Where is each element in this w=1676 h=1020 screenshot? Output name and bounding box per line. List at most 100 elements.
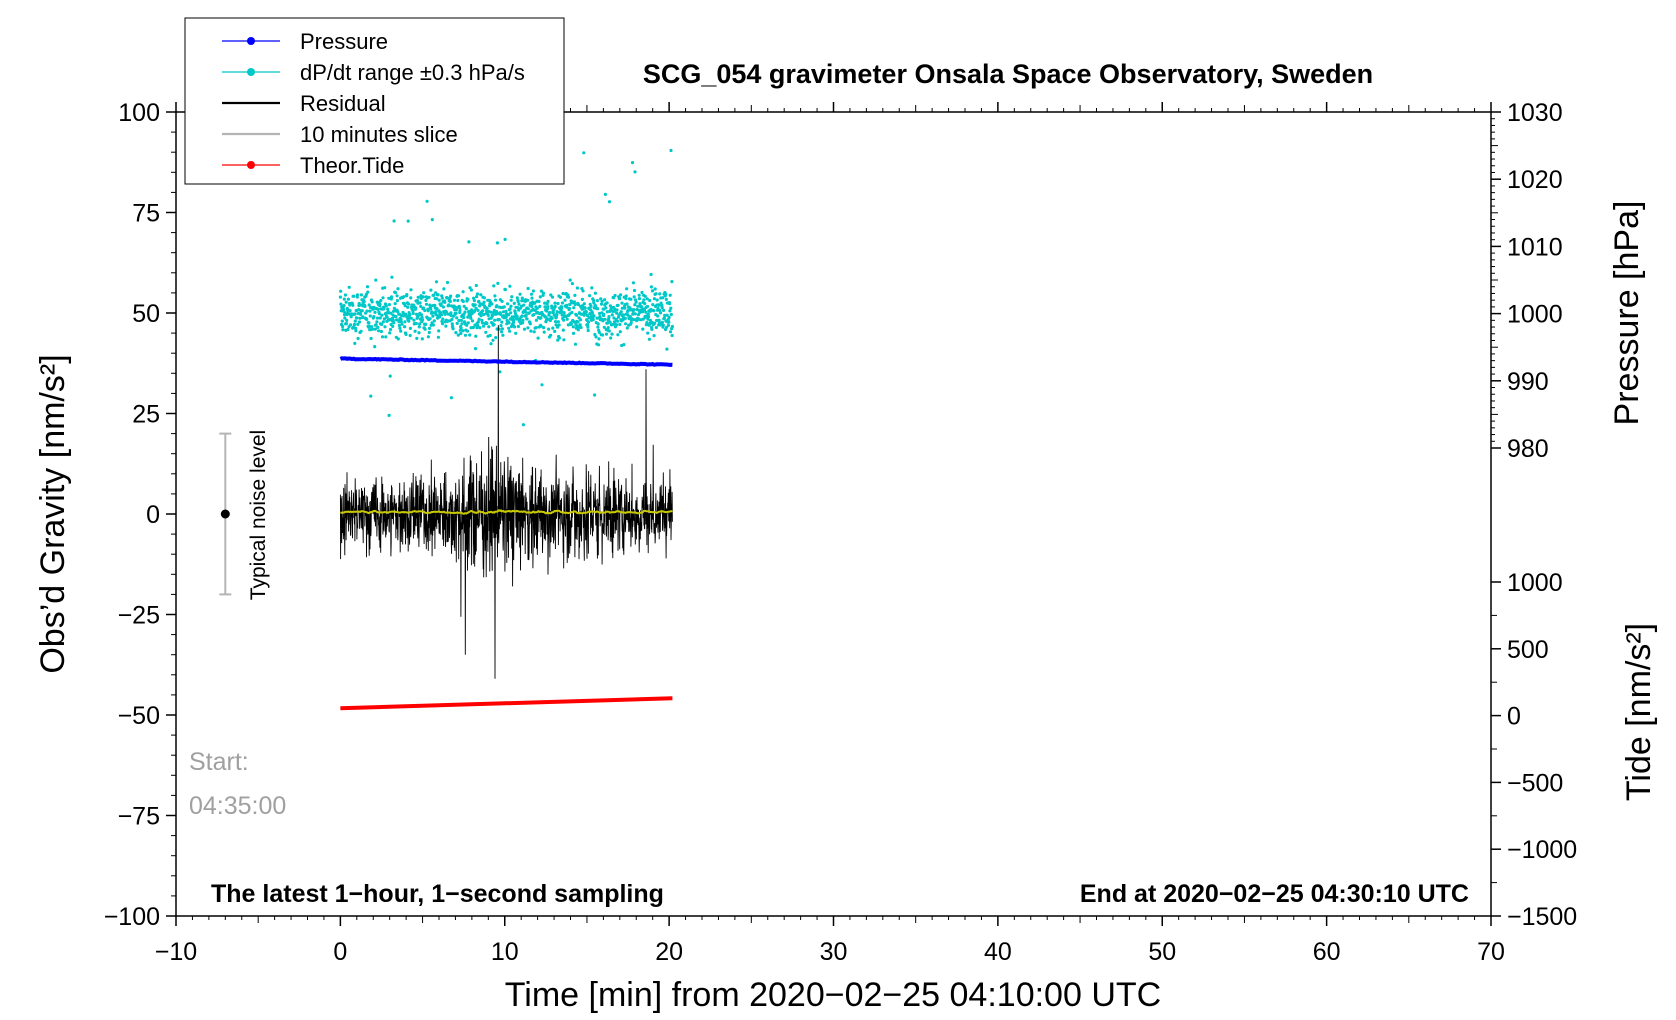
pressure-tick-label: 1020 [1507,166,1563,194]
dpdt-point [606,321,610,325]
tide-axis-label: Tide [nm/s²] [1620,623,1658,801]
dpdt-point [632,288,637,293]
legend-label: Residual [300,91,386,116]
dpdt-point [567,295,571,299]
dpdt-point [423,308,427,313]
dpdt-point [555,313,559,317]
pressure-tick-label: 1000 [1507,301,1563,329]
dpdt-point [353,312,357,316]
dpdt-point [474,306,478,310]
dpdt-point [389,311,393,315]
dpdt-point [424,298,428,302]
dpdt-point [606,326,610,330]
dpdt-point [380,313,384,317]
dpdt-point [562,318,566,322]
dpdt-point [635,325,639,329]
start-time: 04:35:00 [189,792,286,820]
dpdt-point [375,320,379,324]
dpdt-point [364,292,368,296]
dpdt-point [669,312,673,317]
dpdt-point [625,287,629,291]
noise-bar-center [220,509,230,519]
legend-marker [247,161,255,169]
y-left-tick-label: −75 [118,803,160,831]
dpdt-point [616,303,620,307]
dpdt-point [415,336,419,340]
dpdt-point [437,298,441,302]
dpdt-point [386,307,390,311]
y-left-tick-label: 75 [132,200,160,228]
dpdt-point [381,320,385,324]
tide-series [340,696,673,711]
dpdt-point [494,336,498,340]
dpdt-point [431,314,435,318]
dpdt-point [512,301,516,305]
dpdt-point [568,278,572,282]
dpdt-point [614,323,619,327]
dpdt-point [375,316,380,320]
dpdt-point [477,317,481,321]
dpdt-point [387,303,391,307]
dpdt-point [361,315,365,319]
dpdt-point [516,324,521,329]
x-tick-label: 60 [1313,938,1341,966]
dpdt-point [462,304,466,308]
dpdt-point [500,320,504,324]
dpdt-point [493,294,497,298]
dpdt-point [430,310,434,314]
dpdt-point [550,316,554,320]
dpdt-point [449,311,453,315]
dpdt-point [482,296,486,300]
y-axis-left-label: Obs’d Gravity [nm/s²] [34,354,72,673]
dpdt-point [472,299,476,303]
dpdt-point [518,292,522,296]
dpdt-point [524,310,528,314]
dpdt-point [597,330,601,334]
dpdt-point [459,326,463,330]
dpdt-point [456,298,460,303]
dpdt-point [590,286,594,290]
dpdt-point [573,342,578,346]
dpdt-point [506,302,510,306]
dpdt-point [569,322,573,326]
dpdt-point [439,302,443,306]
dpdt-point [586,328,590,333]
dpdt-point [368,309,372,313]
dpdt-point [476,308,480,312]
dpdt-point [450,317,454,321]
dpdt-point [595,316,599,320]
x-tick-label: −10 [155,938,197,966]
dpdt-point [376,307,380,311]
dpdt-point [454,308,458,312]
dpdt-point [352,294,356,298]
dpdt-point [572,300,577,304]
dpdt-point [665,313,669,317]
dpdt-point [421,295,425,299]
dpdt-point [532,330,536,334]
dpdt-point [404,332,408,336]
x-tick-label: 70 [1477,938,1505,966]
dpdt-point [409,288,413,292]
dpdt-point [391,324,395,328]
dpdt-point [449,294,453,298]
dpdt-point [660,306,664,310]
dpdt-point [546,305,550,309]
dpdt-point [649,285,654,289]
dpdt-point [537,299,541,303]
dpdt-point [379,329,383,334]
dpdt-point [390,295,394,299]
dpdt-point [561,328,565,332]
dpdt-point [543,305,547,309]
dpdt-point [432,319,436,323]
dpdt-point [552,313,556,317]
dpdt-point [634,300,638,304]
dpdt-point [670,333,674,338]
dpdt-point [484,330,488,334]
dpdt-point [575,313,579,317]
dpdt-point [391,318,395,322]
dpdt-point [424,302,429,306]
dpdt-point [511,320,516,324]
dpdt-point [663,313,667,317]
dpdt-point [412,318,416,322]
dpdt-point [448,299,452,304]
